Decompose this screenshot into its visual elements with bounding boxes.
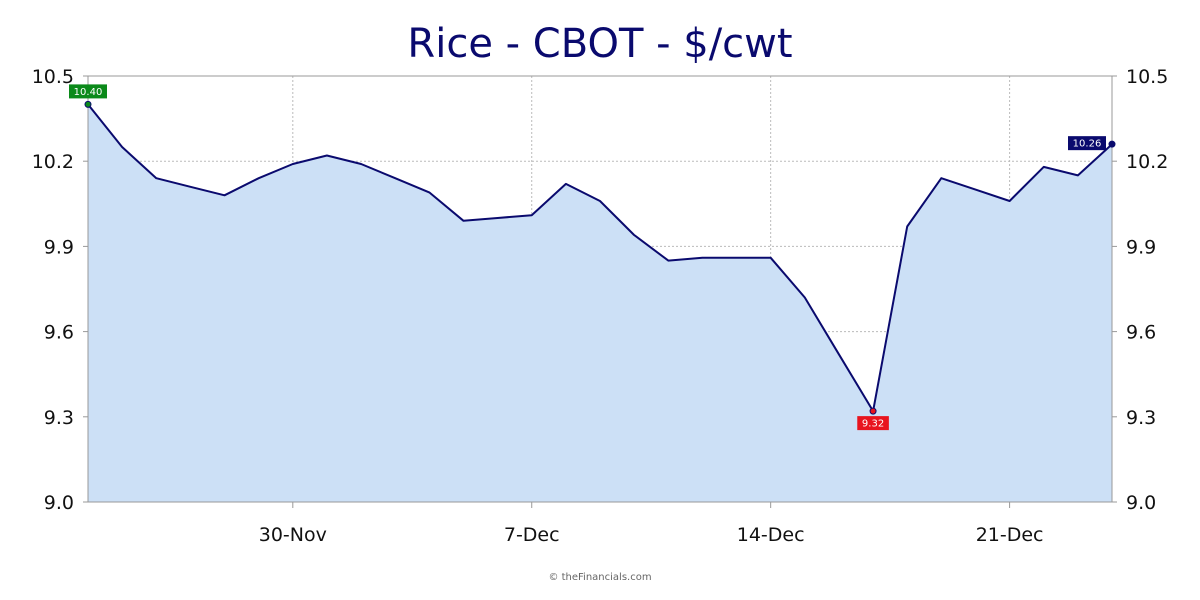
y-tick-label-left: 9.0 xyxy=(44,492,74,514)
y-tick-label-right: 9.3 xyxy=(1126,407,1156,429)
value-badge-label: 10.26 xyxy=(1073,139,1102,150)
value-marker xyxy=(84,100,92,108)
y-tick-label-right: 9.9 xyxy=(1126,236,1156,258)
value-badge-label: 10.40 xyxy=(74,87,103,98)
value-marker xyxy=(869,407,877,415)
x-tick-label: 21-Dec xyxy=(976,524,1044,546)
y-tick-label-right: 10.2 xyxy=(1126,151,1168,173)
x-tick-label: 30-Nov xyxy=(259,524,327,546)
plot-frame xyxy=(87,75,1113,503)
value-badge: 10.40 xyxy=(69,84,107,99)
y-tick-label-left: 10.2 xyxy=(32,151,74,173)
value-marker xyxy=(1108,140,1116,148)
y-tick-label-right: 9.6 xyxy=(1126,322,1156,344)
price-line xyxy=(87,103,1113,413)
y-tick-label-left: 10.5 xyxy=(32,66,74,88)
x-tick-label: 14-Dec xyxy=(737,524,805,546)
value-badge-label: 9.32 xyxy=(862,419,884,430)
y-tick-label-left: 9.6 xyxy=(44,322,74,344)
y-tick-label-left: 9.3 xyxy=(44,407,74,429)
x-tick-label: 7-Dec xyxy=(504,524,560,546)
value-badge-bg xyxy=(69,84,107,99)
value-badge: 9.32 xyxy=(857,416,889,431)
value-badge: 10.26 xyxy=(1068,136,1106,151)
y-tick-label-right: 10.5 xyxy=(1126,66,1168,88)
area-fill xyxy=(88,104,1112,503)
chart-title: Rice - CBOT - $/cwt xyxy=(407,21,792,67)
y-tick-label-left: 9.9 xyxy=(44,236,74,258)
y-tick-label-right: 9.0 xyxy=(1126,492,1156,514)
value-badge-bg xyxy=(1068,136,1106,151)
value-badge-bg xyxy=(857,416,889,431)
credit-text: © theFinancials.com xyxy=(548,572,651,583)
